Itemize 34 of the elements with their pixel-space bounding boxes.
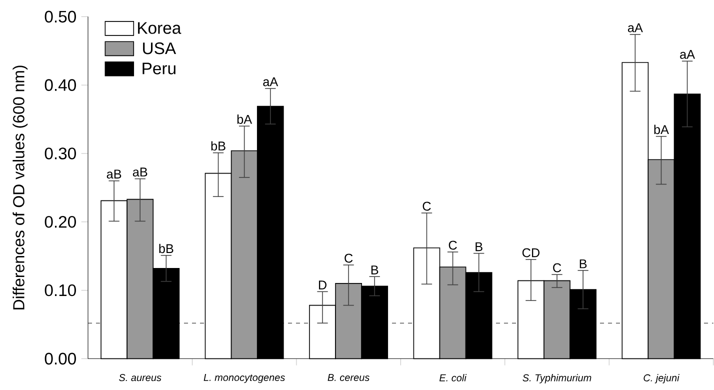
x-tick-label: L. monocytogenes	[204, 374, 285, 383]
y-tick-label: 0.20	[44, 216, 76, 228]
data-label: B	[371, 266, 378, 274]
y-tick-label: 0.30	[44, 148, 76, 160]
data-label: B	[476, 242, 482, 252]
data-label: aA	[263, 77, 278, 86]
y-tick-label: 0.40	[44, 79, 76, 91]
legend-label: USA	[143, 42, 176, 54]
data-label: bB	[211, 141, 226, 151]
data-label: bB	[159, 244, 174, 254]
data-label: bA	[237, 114, 252, 124]
y-axis-title: Differences of OD values (600 nm)	[12, 66, 28, 310]
x-tick-label: S. Typhimurium	[522, 374, 592, 384]
y-tick-label: 0.10	[44, 284, 76, 296]
data-label: aB	[132, 168, 148, 177]
legend-label: Peru	[142, 62, 176, 74]
data-label: aA	[680, 50, 695, 59]
data-label: C	[448, 240, 457, 250]
x-tick-label: C. jejuni	[644, 374, 680, 384]
data-label: aB	[106, 170, 122, 179]
x-tick-label: S. aureus	[119, 374, 162, 382]
y-tick-label: 0.50	[44, 10, 76, 23]
x-tick-label: E. coli	[439, 374, 467, 382]
data-label: bA	[654, 124, 669, 134]
legend-label: Korea	[138, 22, 182, 34]
data-label: C	[422, 202, 431, 211]
data-label: C	[344, 254, 353, 263]
data-label: D	[318, 280, 326, 290]
data-label: B	[580, 259, 587, 268]
x-tick-label: B. cereus	[328, 374, 370, 382]
data-label: aA	[628, 23, 643, 32]
y-tick-label: 0.00	[44, 352, 76, 365]
data-label: C	[553, 263, 562, 272]
data-label: CD	[522, 248, 540, 258]
